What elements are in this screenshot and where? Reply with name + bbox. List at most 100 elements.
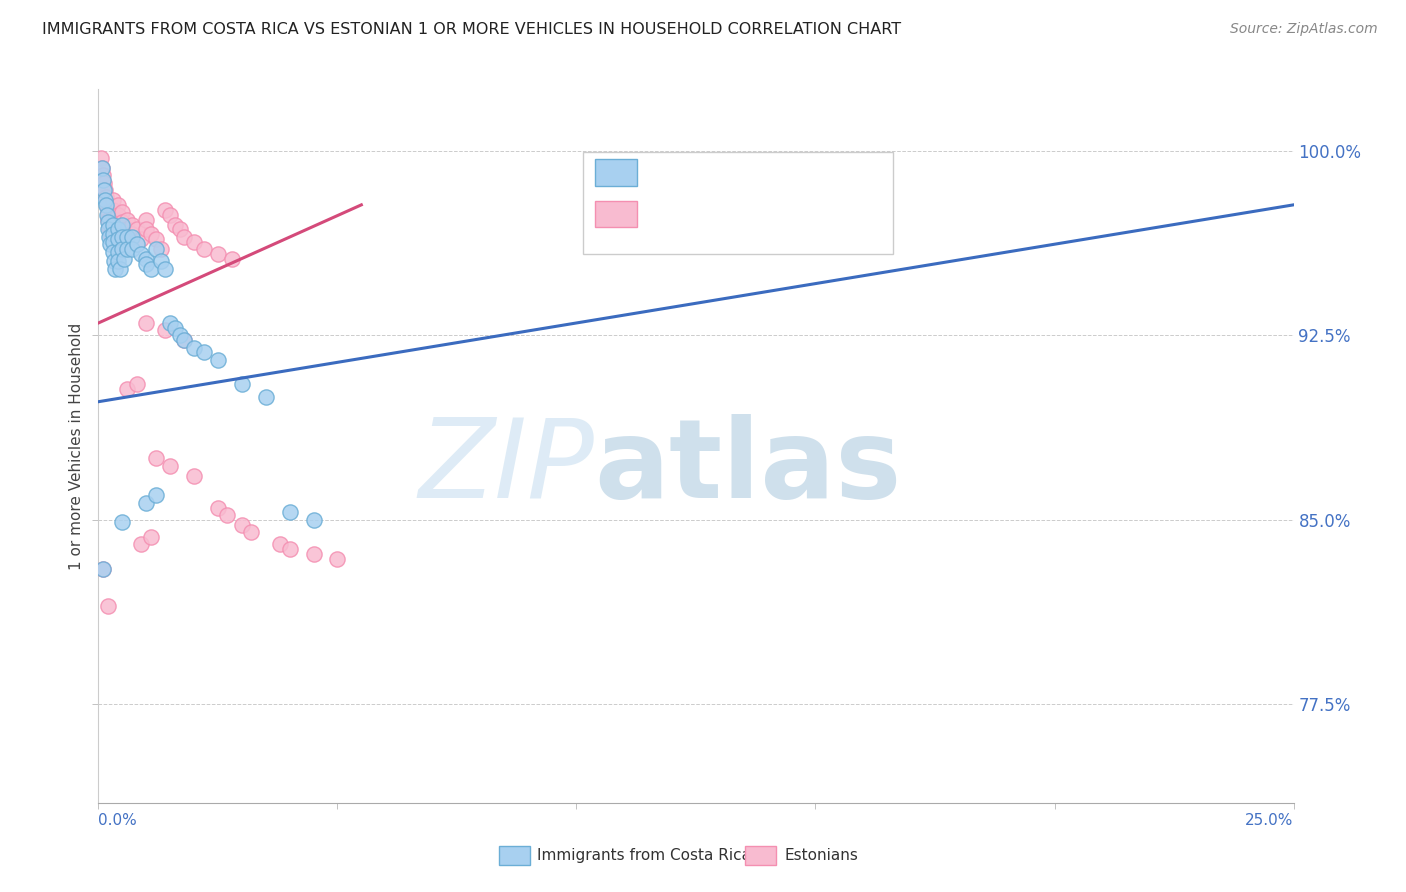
Point <box>159 208 181 222</box>
Point <box>101 202 124 217</box>
Text: Immigrants from Costa Rica: Immigrants from Costa Rica <box>537 848 751 863</box>
Point <box>115 230 138 244</box>
Point <box>139 261 162 276</box>
Point <box>98 237 122 252</box>
Point <box>111 516 134 530</box>
Text: 25.0%: 25.0% <box>1246 813 1294 828</box>
Point <box>93 183 115 197</box>
Text: ZIP: ZIP <box>419 414 595 521</box>
Point <box>111 230 134 244</box>
Point <box>91 169 114 183</box>
Point <box>91 173 114 187</box>
Point <box>115 212 138 227</box>
Point <box>94 190 117 204</box>
Point <box>107 232 129 246</box>
Point <box>139 227 162 242</box>
Point <box>107 227 129 242</box>
Point <box>108 235 131 249</box>
Point <box>91 161 114 175</box>
Point <box>207 247 229 261</box>
Point <box>254 390 277 404</box>
Point <box>112 252 135 266</box>
Point <box>125 222 148 236</box>
Point <box>173 333 195 347</box>
Point <box>107 254 129 268</box>
Point <box>103 230 125 244</box>
Point <box>121 227 143 242</box>
Point <box>111 225 134 239</box>
Point <box>111 205 134 219</box>
Point <box>159 458 181 473</box>
Text: Estonians: Estonians <box>785 848 859 863</box>
Text: 0.0%: 0.0% <box>98 813 138 828</box>
Point <box>135 222 157 236</box>
Point <box>155 261 177 276</box>
Point <box>240 525 263 540</box>
Point <box>173 333 195 347</box>
Point <box>97 599 120 613</box>
Point <box>269 537 291 551</box>
Point <box>131 537 153 551</box>
Point <box>107 208 129 222</box>
Text: R = 0.418   N = 51: R = 0.418 N = 51 <box>647 162 804 180</box>
Point <box>90 151 112 165</box>
Point <box>131 232 153 246</box>
Point <box>221 252 243 266</box>
Point <box>121 218 143 232</box>
Point <box>107 222 129 236</box>
Point <box>111 215 134 229</box>
Point <box>94 198 117 212</box>
Point <box>91 562 114 576</box>
Point <box>101 227 124 242</box>
Point <box>217 508 239 522</box>
Point <box>135 316 157 330</box>
Point <box>145 242 167 256</box>
Point <box>163 218 186 232</box>
Point <box>207 500 229 515</box>
Point <box>121 242 143 256</box>
Point <box>112 235 135 249</box>
Point <box>149 242 172 256</box>
Point <box>121 230 143 244</box>
Point <box>101 212 124 227</box>
Point <box>108 261 131 276</box>
Point <box>98 227 122 242</box>
Point <box>169 222 191 236</box>
Point <box>101 222 124 236</box>
Point <box>94 183 117 197</box>
Point <box>97 219 120 234</box>
Point <box>103 254 125 268</box>
Point <box>101 193 124 207</box>
Point <box>302 513 325 527</box>
Point <box>183 468 205 483</box>
Point <box>145 488 167 502</box>
Point <box>183 341 205 355</box>
Point <box>101 218 124 232</box>
Point <box>97 212 120 227</box>
Point <box>104 261 127 276</box>
Point <box>93 176 115 190</box>
Point <box>107 244 129 259</box>
Point <box>115 222 138 236</box>
Point <box>111 218 134 232</box>
Point <box>91 562 114 576</box>
Point <box>159 316 181 330</box>
Point <box>155 202 177 217</box>
Point <box>94 193 117 207</box>
Text: IMMIGRANTS FROM COSTA RICA VS ESTONIAN 1 OR MORE VEHICLES IN HOUSEHOLD CORRELATI: IMMIGRANTS FROM COSTA RICA VS ESTONIAN 1… <box>42 22 901 37</box>
Point <box>231 517 253 532</box>
Point <box>97 215 120 229</box>
Point <box>207 352 229 367</box>
Point <box>96 208 118 222</box>
Point <box>135 212 157 227</box>
Point <box>155 323 177 337</box>
Point <box>91 161 114 175</box>
Point <box>111 242 134 256</box>
Point <box>278 542 301 557</box>
Point <box>97 230 120 244</box>
Point <box>278 505 301 519</box>
Y-axis label: 1 or more Vehicles in Household: 1 or more Vehicles in Household <box>69 322 84 570</box>
Point <box>193 345 215 359</box>
Point <box>231 377 253 392</box>
Text: atlas: atlas <box>595 414 901 521</box>
